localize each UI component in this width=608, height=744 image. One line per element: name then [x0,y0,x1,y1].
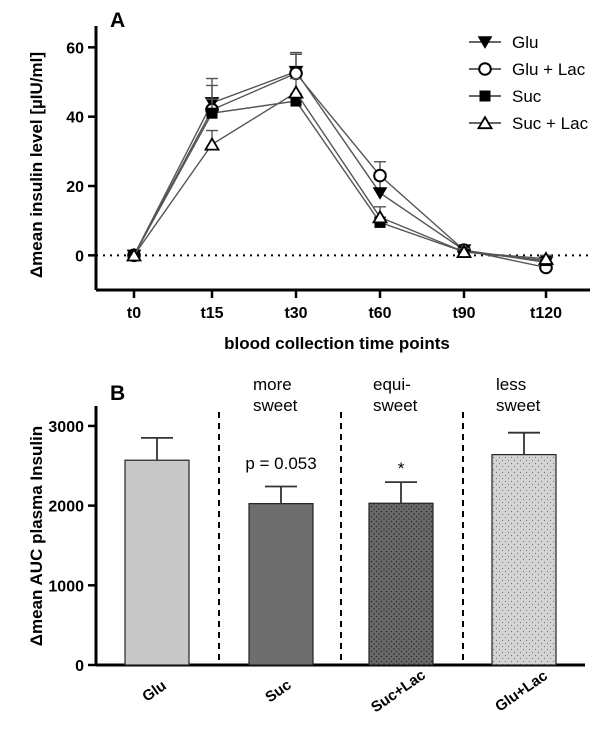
x-tick-label: Glu+Lac [492,667,551,715]
p-value-annotation: p = 0.053 [245,454,316,473]
y-tick-label: 2000 [48,499,84,516]
series-glu-lac [127,51,553,275]
y-tick-label: 60 [66,40,84,57]
group-label-line: sweet [253,396,298,415]
chart-a-y-axis: 0 20 40 60 [66,26,98,290]
legend-label: Glu + Lac [512,60,586,79]
x-tick-label: Suc+Lac [368,667,429,717]
x-tick-label: t15 [200,305,223,322]
significance-star: * [398,459,405,478]
x-tick-label: t90 [452,305,475,322]
data-point [371,209,389,224]
group-label-line: more [253,375,292,394]
bar-suc [248,485,314,666]
legend-label: Suc [512,87,542,106]
x-tick-label: t60 [368,305,391,322]
group-label-line: sweet [373,396,418,415]
series-suc [128,93,552,267]
x-tick-label: t30 [284,305,307,322]
chart-a: A 0 20 40 60 t0 t15 t30 t60 t90 t120 Glu Glu + La… [27,9,590,353]
y-tick-label: 1000 [48,578,84,595]
y-tick-label: 0 [75,248,84,265]
data-point [537,251,555,265]
bar [368,502,434,666]
y-tick-label: 20 [66,179,84,196]
panel-b-letter: B [110,382,125,405]
data-point [290,95,302,107]
x-tick-label: t120 [530,305,562,322]
chart-b-y-label: Δmean AUC plasma Insulin [27,426,46,646]
group-label: less sweet [496,375,541,415]
group-label: more sweet [253,375,298,415]
group-label-line: sweet [496,396,541,415]
series-line [133,70,547,263]
data-point [203,136,221,151]
chart-a-x-label: blood collection time points [224,334,450,353]
chart-a-legend: Glu Glu + Lac Suc Suc + Lac [469,33,589,133]
legend-label: Suc + Lac [512,114,589,133]
data-point [125,247,143,262]
group-label: equi-sweet [373,375,418,415]
data-point [373,168,387,183]
legend-marker [478,62,492,76]
data-point [206,107,218,119]
bar-glu-lac [491,431,557,666]
group-label-line: less [496,375,526,394]
legend-entry-suc-lac: Suc + Lac [469,114,589,133]
chart-b-x-ticks: Glu Suc Suc+Lac Glu+Lac [139,667,550,717]
chart-b-bars [124,431,557,666]
bar [491,454,557,666]
series-glu [126,53,554,270]
y-tick-label: 0 [75,658,84,675]
y-tick-label: 3000 [48,419,84,436]
bar [124,459,190,666]
bar-suc-lac [368,481,434,666]
y-tick-label: 40 [66,110,84,127]
bar [248,503,314,666]
legend-marker [477,36,493,49]
series-suc-lac [125,77,555,265]
chart-a-y-label: Δmean insulin level [µIU/ml] [27,52,46,278]
legend-entry-suc: Suc [469,87,542,106]
group-label-line: equi- [373,375,411,394]
legend-entry-glu: Glu [469,33,538,52]
x-tick-label: Glu [139,677,169,705]
data-point [455,244,473,258]
bar-glu [124,436,190,666]
data-point [287,84,305,99]
chart-a-x-axis: t0 t15 t30 t60 t90 t120 [96,254,590,322]
chart-a-series [125,51,555,275]
data-point [289,66,303,81]
x-tick-label: Suc [262,676,294,706]
legend-entry-glu-lac: Glu + Lac [469,60,586,79]
legend-marker [476,115,494,130]
legend-label: Glu [512,33,538,52]
x-tick-label: t0 [127,305,141,322]
series-line [133,72,547,269]
data-point [372,187,388,200]
legend-marker [479,90,491,102]
series-line [133,91,547,260]
panel-a-letter: A [110,9,125,32]
